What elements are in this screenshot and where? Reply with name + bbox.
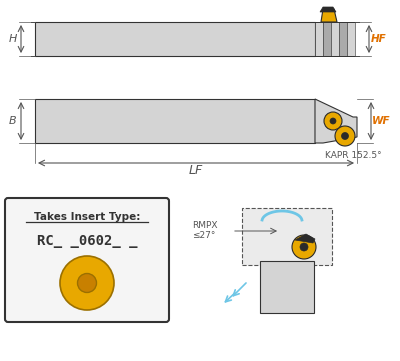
Circle shape — [330, 118, 336, 124]
Circle shape — [60, 256, 114, 310]
Bar — [35, 22, 315, 56]
FancyBboxPatch shape — [5, 198, 169, 322]
Circle shape — [342, 132, 348, 139]
Bar — [260, 261, 314, 313]
Circle shape — [300, 243, 308, 251]
Circle shape — [324, 112, 342, 130]
Text: B: B — [9, 116, 17, 126]
Polygon shape — [321, 9, 337, 22]
Text: HF: HF — [371, 34, 387, 44]
Text: Takes Insert Type:: Takes Insert Type: — [34, 212, 140, 222]
Circle shape — [78, 274, 96, 292]
Bar — [242, 208, 332, 265]
Text: ≤27°: ≤27° — [192, 231, 215, 239]
Bar — [331, 22, 339, 56]
Polygon shape — [295, 234, 315, 243]
Bar — [347, 22, 355, 56]
Text: RMPX: RMPX — [192, 221, 218, 230]
Polygon shape — [320, 7, 336, 12]
Text: H: H — [9, 34, 17, 44]
Bar — [35, 99, 315, 143]
Text: LF: LF — [189, 164, 203, 177]
Bar — [339, 22, 347, 56]
Circle shape — [292, 235, 316, 259]
Text: KAPR 152.5°: KAPR 152.5° — [325, 151, 382, 160]
Circle shape — [335, 126, 355, 146]
Text: RC_ _0602_ _: RC_ _0602_ _ — [37, 234, 137, 248]
Text: WF: WF — [372, 116, 390, 126]
Bar — [323, 22, 331, 56]
Bar — [315, 22, 323, 56]
Polygon shape — [315, 99, 357, 143]
